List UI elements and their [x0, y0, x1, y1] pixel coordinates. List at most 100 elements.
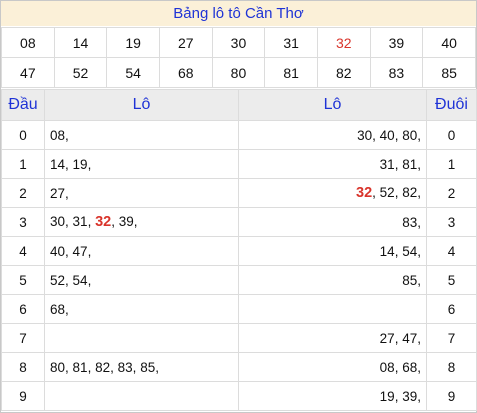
dau-lo-list: 40, 47,: [44, 236, 239, 266]
loto-number: 83: [402, 214, 418, 230]
dau-lo-list: 68,: [44, 294, 239, 324]
dau-digit: 9: [1, 381, 45, 411]
loto-number: 27: [50, 185, 66, 201]
duoi-lo-list: [238, 294, 427, 324]
number-cell: 68: [158, 57, 213, 88]
number-cell: 82: [316, 57, 371, 88]
number-cell: 39: [369, 27, 424, 58]
number-cell: 85: [422, 57, 476, 88]
number-cell: 14: [53, 27, 108, 58]
dau-digit: 2: [1, 178, 45, 208]
numbers-row: 08 14 19 27 30 31 32 39 40: [1, 27, 476, 58]
loto-number: 31: [379, 156, 395, 172]
number-cell: 54: [106, 57, 160, 88]
loto-number: 14: [50, 156, 66, 172]
duoi-lo-list: 30, 40, 80,: [238, 120, 427, 150]
dau-digit: 6: [1, 294, 45, 324]
numbers-row: 47 52 54 68 80 81 82 83 85: [1, 57, 476, 88]
loto-number: 52: [50, 272, 66, 288]
dau-digit: 1: [1, 149, 45, 179]
dau-digit: 4: [1, 236, 45, 266]
number-cell: 81: [264, 57, 318, 88]
loto-number: 85: [402, 272, 418, 288]
loto-number: 81: [72, 359, 88, 375]
loto-row: 7 27, 47, 7: [1, 323, 477, 353]
header-lo-left: Lô: [44, 89, 239, 121]
loto-row: 3 30, 31, 32, 39, 83, 3: [1, 207, 477, 237]
duoi-digit: 2: [426, 178, 477, 208]
loto-number: 32: [95, 214, 112, 230]
loto-number: 40: [379, 127, 395, 143]
loto-number: 80: [50, 359, 66, 375]
loto-row: 2 27, 32, 52, 82, 2: [1, 178, 477, 208]
loto-row: 9 19, 39, 9: [1, 381, 477, 411]
loto-number: 47: [402, 330, 418, 346]
dau-digit: 0: [1, 120, 45, 150]
loto-number: 68: [50, 301, 66, 317]
duoi-digit: 1: [426, 149, 477, 179]
duoi-digit: 8: [426, 352, 477, 382]
duoi-digit: 4: [426, 236, 477, 266]
loto-number: 39: [402, 388, 418, 404]
loto-number: 19: [72, 156, 88, 172]
dau-digit: 7: [1, 323, 45, 353]
dau-digit: 5: [1, 265, 45, 295]
duoi-lo-list: 31, 81,: [238, 149, 427, 179]
numbers-grid: 08 14 19 27 30 31 32 39 40 47 52 54 68 80 81 82 83 85: [1, 27, 476, 88]
dau-lo-list: 08,: [44, 120, 239, 150]
loto-number: 32: [356, 185, 373, 201]
number-cell: 08: [1, 27, 55, 58]
loto-number: 27: [379, 330, 395, 346]
loto-number: 54: [402, 243, 418, 259]
loto-number: 47: [72, 243, 88, 259]
number-cell: 31: [264, 27, 318, 58]
duoi-digit: 0: [426, 120, 477, 150]
dau-lo-list: 80, 81, 82, 83, 85,: [44, 352, 239, 382]
dau-lo-list: 52, 54,: [44, 265, 239, 295]
number-cell: 83: [369, 57, 424, 88]
loto-number: 54: [72, 272, 88, 288]
loto-number: 30: [50, 214, 66, 229]
dau-digit: 8: [1, 352, 45, 382]
number-cell: 19: [106, 27, 160, 58]
loto-number: 85: [140, 359, 156, 375]
loto-header-row: Đầu Lô Lô Đuôi: [1, 89, 477, 121]
loto-number: 82: [95, 359, 111, 375]
number-cell: 32: [316, 27, 371, 58]
number-cell: 80: [211, 57, 266, 88]
loto-number: 08: [50, 127, 66, 143]
loto-number: 31: [72, 214, 88, 229]
dau-lo-list: [44, 323, 239, 353]
loto-number: 80: [402, 127, 418, 143]
duoi-digit: 6: [426, 294, 477, 324]
dau-lo-list: 27,: [44, 178, 239, 208]
loto-row: 4 40, 47, 14, 54, 4: [1, 236, 477, 266]
loto-row: 5 52, 54, 85, 5: [1, 265, 477, 295]
duoi-lo-list: 27, 47,: [238, 323, 427, 353]
dau-lo-list: 14, 19,: [44, 149, 239, 179]
loto-number: 52: [379, 185, 395, 200]
loto-number: 83: [117, 359, 133, 375]
duoi-lo-list: 85,: [238, 265, 427, 295]
duoi-lo-list: 32, 52, 82,: [238, 178, 427, 208]
duoi-lo-list: 08, 68,: [238, 352, 427, 382]
loto-number: 81: [402, 156, 418, 172]
loto-row: 0 08, 30, 40, 80, 0: [1, 120, 477, 150]
dau-lo-list: 30, 31, 32, 39,: [44, 207, 239, 237]
loto-row: 6 68, 6: [1, 294, 477, 324]
number-cell: 30: [211, 27, 266, 58]
header-lo-right: Lô: [238, 89, 427, 121]
header-duoi: Đuôi: [426, 89, 477, 121]
number-cell: 52: [53, 57, 108, 88]
table-title: Bảng lô tô Cần Thơ: [1, 1, 476, 26]
loto-number: 82: [402, 185, 418, 200]
loto-number: 14: [379, 243, 395, 259]
duoi-lo-list: 19, 39,: [238, 381, 427, 411]
loto-row: 1 14, 19, 31, 81, 1: [1, 149, 477, 179]
duoi-lo-list: 83,: [238, 207, 427, 237]
number-cell: 27: [158, 27, 213, 58]
loto-table: Đầu Lô Lô Đuôi 0 08, 30, 40, 80, 0 1 14, 19…: [1, 89, 477, 411]
duoi-digit: 9: [426, 381, 477, 411]
number-cell: 47: [1, 57, 55, 88]
